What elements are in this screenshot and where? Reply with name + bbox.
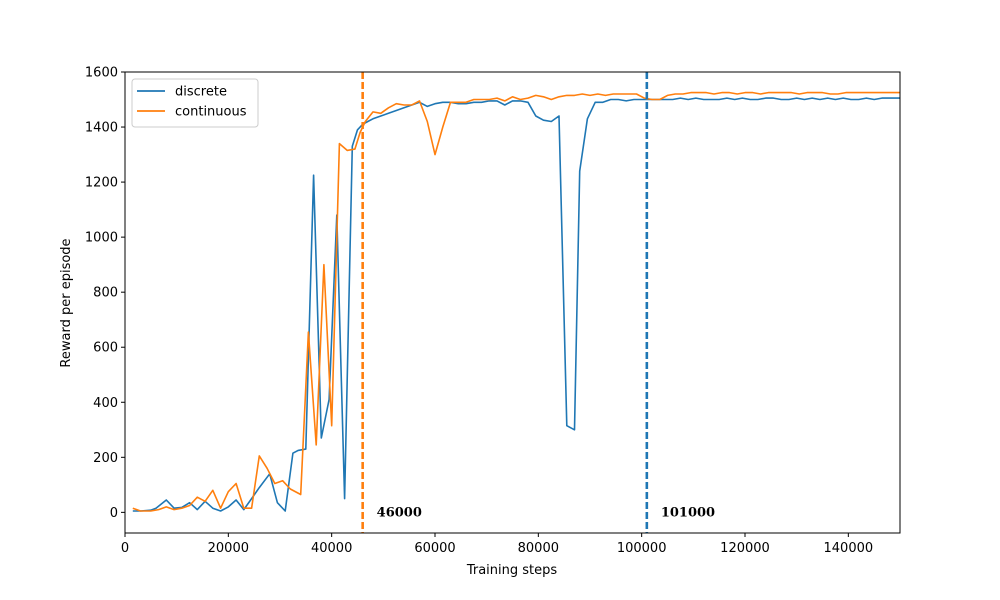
x-tick-label: 140000 — [824, 541, 874, 556]
plot-frame — [124, 71, 901, 534]
y-tick-label: 400 — [93, 396, 118, 411]
x-axis: 0 20000 40000 60000 80000 100000 120000 140000 — [121, 533, 873, 556]
y-tick-label: 1200 — [85, 176, 118, 191]
x-tick-label: 20000 — [208, 541, 249, 556]
x-tick-label: 100000 — [617, 541, 667, 556]
annotations: 46000 101000 — [377, 505, 715, 520]
vline-label: 101000 — [661, 505, 715, 520]
x-tick-label: 120000 — [720, 541, 770, 556]
legend-label-discrete: discrete — [175, 85, 227, 100]
y-tick-label: 800 — [93, 286, 118, 301]
vline-layer — [361, 72, 649, 533]
y-tick-label: 200 — [93, 451, 118, 466]
y-axis-title: Reward per episode — [59, 238, 74, 367]
legend-label-continuous: continuous — [175, 105, 247, 120]
y-tick-label: 1000 — [85, 231, 118, 246]
y-tick-label: 1400 — [85, 121, 118, 136]
x-tick-label: 80000 — [518, 541, 559, 556]
x-tick-label: 0 — [121, 541, 129, 556]
vline-label: 46000 — [377, 505, 422, 520]
series-line-continuous — [132, 91, 900, 512]
x-tick-label: 60000 — [414, 541, 455, 556]
series-line-discrete — [132, 97, 900, 512]
x-axis-title: Training steps — [466, 563, 558, 578]
y-axis: 0 200 400 600 800 1000 1200 1400 1600 — [85, 66, 125, 521]
y-tick-label: 1600 — [85, 66, 118, 81]
x-tick-label: 40000 — [311, 541, 352, 556]
y-tick-label: 600 — [93, 341, 118, 356]
legend: discrete continuous — [131, 78, 259, 128]
series-layer — [132, 91, 900, 512]
y-tick-label: 0 — [110, 506, 118, 521]
